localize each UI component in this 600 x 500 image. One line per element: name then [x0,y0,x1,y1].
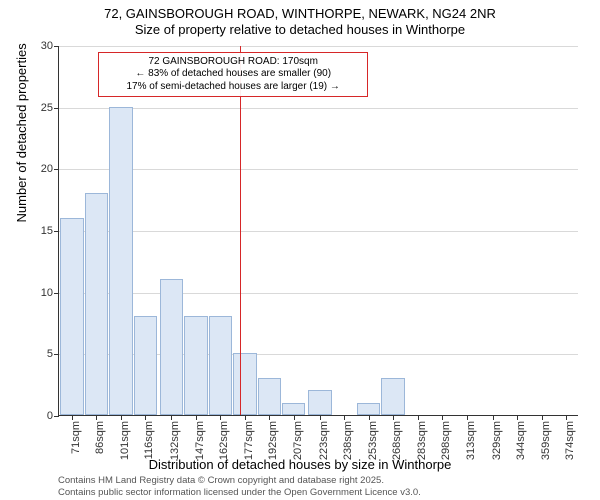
x-tick-mark [245,415,246,420]
x-tick-mark [121,415,122,420]
x-tick-label: 344sqm [515,421,527,460]
x-tick-label: 147sqm [194,421,206,460]
x-tick-mark [171,415,172,420]
histogram-bar [258,378,282,415]
x-tick-label: 298sqm [440,421,452,460]
gridline [59,169,578,170]
x-tick-label: 207sqm [292,421,304,460]
x-tick-mark [393,415,394,420]
gridline [59,108,578,109]
histogram-bar [308,390,332,415]
chart-title: 72, GAINSBOROUGH ROAD, WINTHORPE, NEWARK… [0,0,600,39]
x-tick-label: 192sqm [267,421,279,460]
x-tick-mark [467,415,468,420]
gridline [59,293,578,294]
y-axis-label: Number of detached properties [14,43,29,222]
plot-area: 05101520253071sqm86sqm101sqm116sqm132sqm… [58,46,578,416]
y-tick-label: 25 [41,102,59,114]
x-tick-label: 86sqm [94,421,106,454]
x-tick-mark [269,415,270,420]
x-tick-label: 313sqm [465,421,477,460]
x-tick-mark [442,415,443,420]
property-size-histogram: 72, GAINSBOROUGH ROAD, WINTHORPE, NEWARK… [0,0,600,500]
x-tick-mark [196,415,197,420]
histogram-bar [209,316,233,415]
x-tick-label: 329sqm [491,421,503,460]
histogram-bar [60,218,84,415]
histogram-bar [233,353,257,415]
x-tick-label: 223sqm [318,421,330,460]
y-tick-label: 0 [47,410,59,422]
annotation-line: 17% of semi-detached houses are larger (… [105,81,361,94]
histogram-bar [160,279,184,415]
x-tick-label: 253sqm [367,421,379,460]
histogram-bar [357,403,381,415]
histogram-bar [184,316,208,415]
x-tick-mark [145,415,146,420]
x-tick-mark [320,415,321,420]
gridline [59,231,578,232]
x-tick-label: 374sqm [564,421,576,460]
x-tick-mark [493,415,494,420]
x-tick-label: 101sqm [119,421,131,460]
x-tick-mark [369,415,370,420]
x-tick-label: 268sqm [391,421,403,460]
x-tick-label: 177sqm [243,421,255,460]
annotation-box: 72 GAINSBOROUGH ROAD: 170sqm ← 83% of de… [98,52,368,98]
gridline [59,46,578,47]
annotation-line: ← 83% of detached houses are smaller (90… [105,68,361,81]
y-tick-label: 20 [41,163,59,175]
x-tick-label: 162sqm [218,421,230,460]
histogram-bar [282,403,306,415]
x-axis-label: Distribution of detached houses by size … [0,457,600,472]
x-tick-mark [294,415,295,420]
x-tick-label: 71sqm [70,421,82,454]
x-tick-mark [517,415,518,420]
x-tick-mark [542,415,543,420]
title-subtitle: Size of property relative to detached ho… [0,22,600,38]
x-tick-label: 359sqm [540,421,552,460]
x-tick-mark [566,415,567,420]
x-tick-label: 238sqm [342,421,354,460]
histogram-bar [381,378,405,415]
y-tick-label: 15 [41,225,59,237]
x-tick-label: 132sqm [169,421,181,460]
x-tick-mark [418,415,419,420]
attribution-footer: Contains HM Land Registry data © Crown c… [58,475,421,498]
annotation-line: 72 GAINSBOROUGH ROAD: 170sqm [105,56,361,69]
x-tick-label: 283sqm [416,421,428,460]
y-tick-label: 10 [41,287,59,299]
footer-line: Contains public sector information licen… [58,487,421,498]
histogram-bar [109,107,133,415]
x-tick-mark [96,415,97,420]
y-tick-label: 30 [41,40,59,52]
y-tick-label: 5 [47,348,59,360]
histogram-bar [85,193,109,415]
x-tick-mark [72,415,73,420]
x-tick-mark [344,415,345,420]
title-address: 72, GAINSBOROUGH ROAD, WINTHORPE, NEWARK… [0,6,600,22]
x-tick-label: 116sqm [143,421,155,459]
reference-line [240,46,241,415]
x-tick-mark [220,415,221,420]
histogram-bar [134,316,158,415]
footer-line: Contains HM Land Registry data © Crown c… [58,475,421,486]
